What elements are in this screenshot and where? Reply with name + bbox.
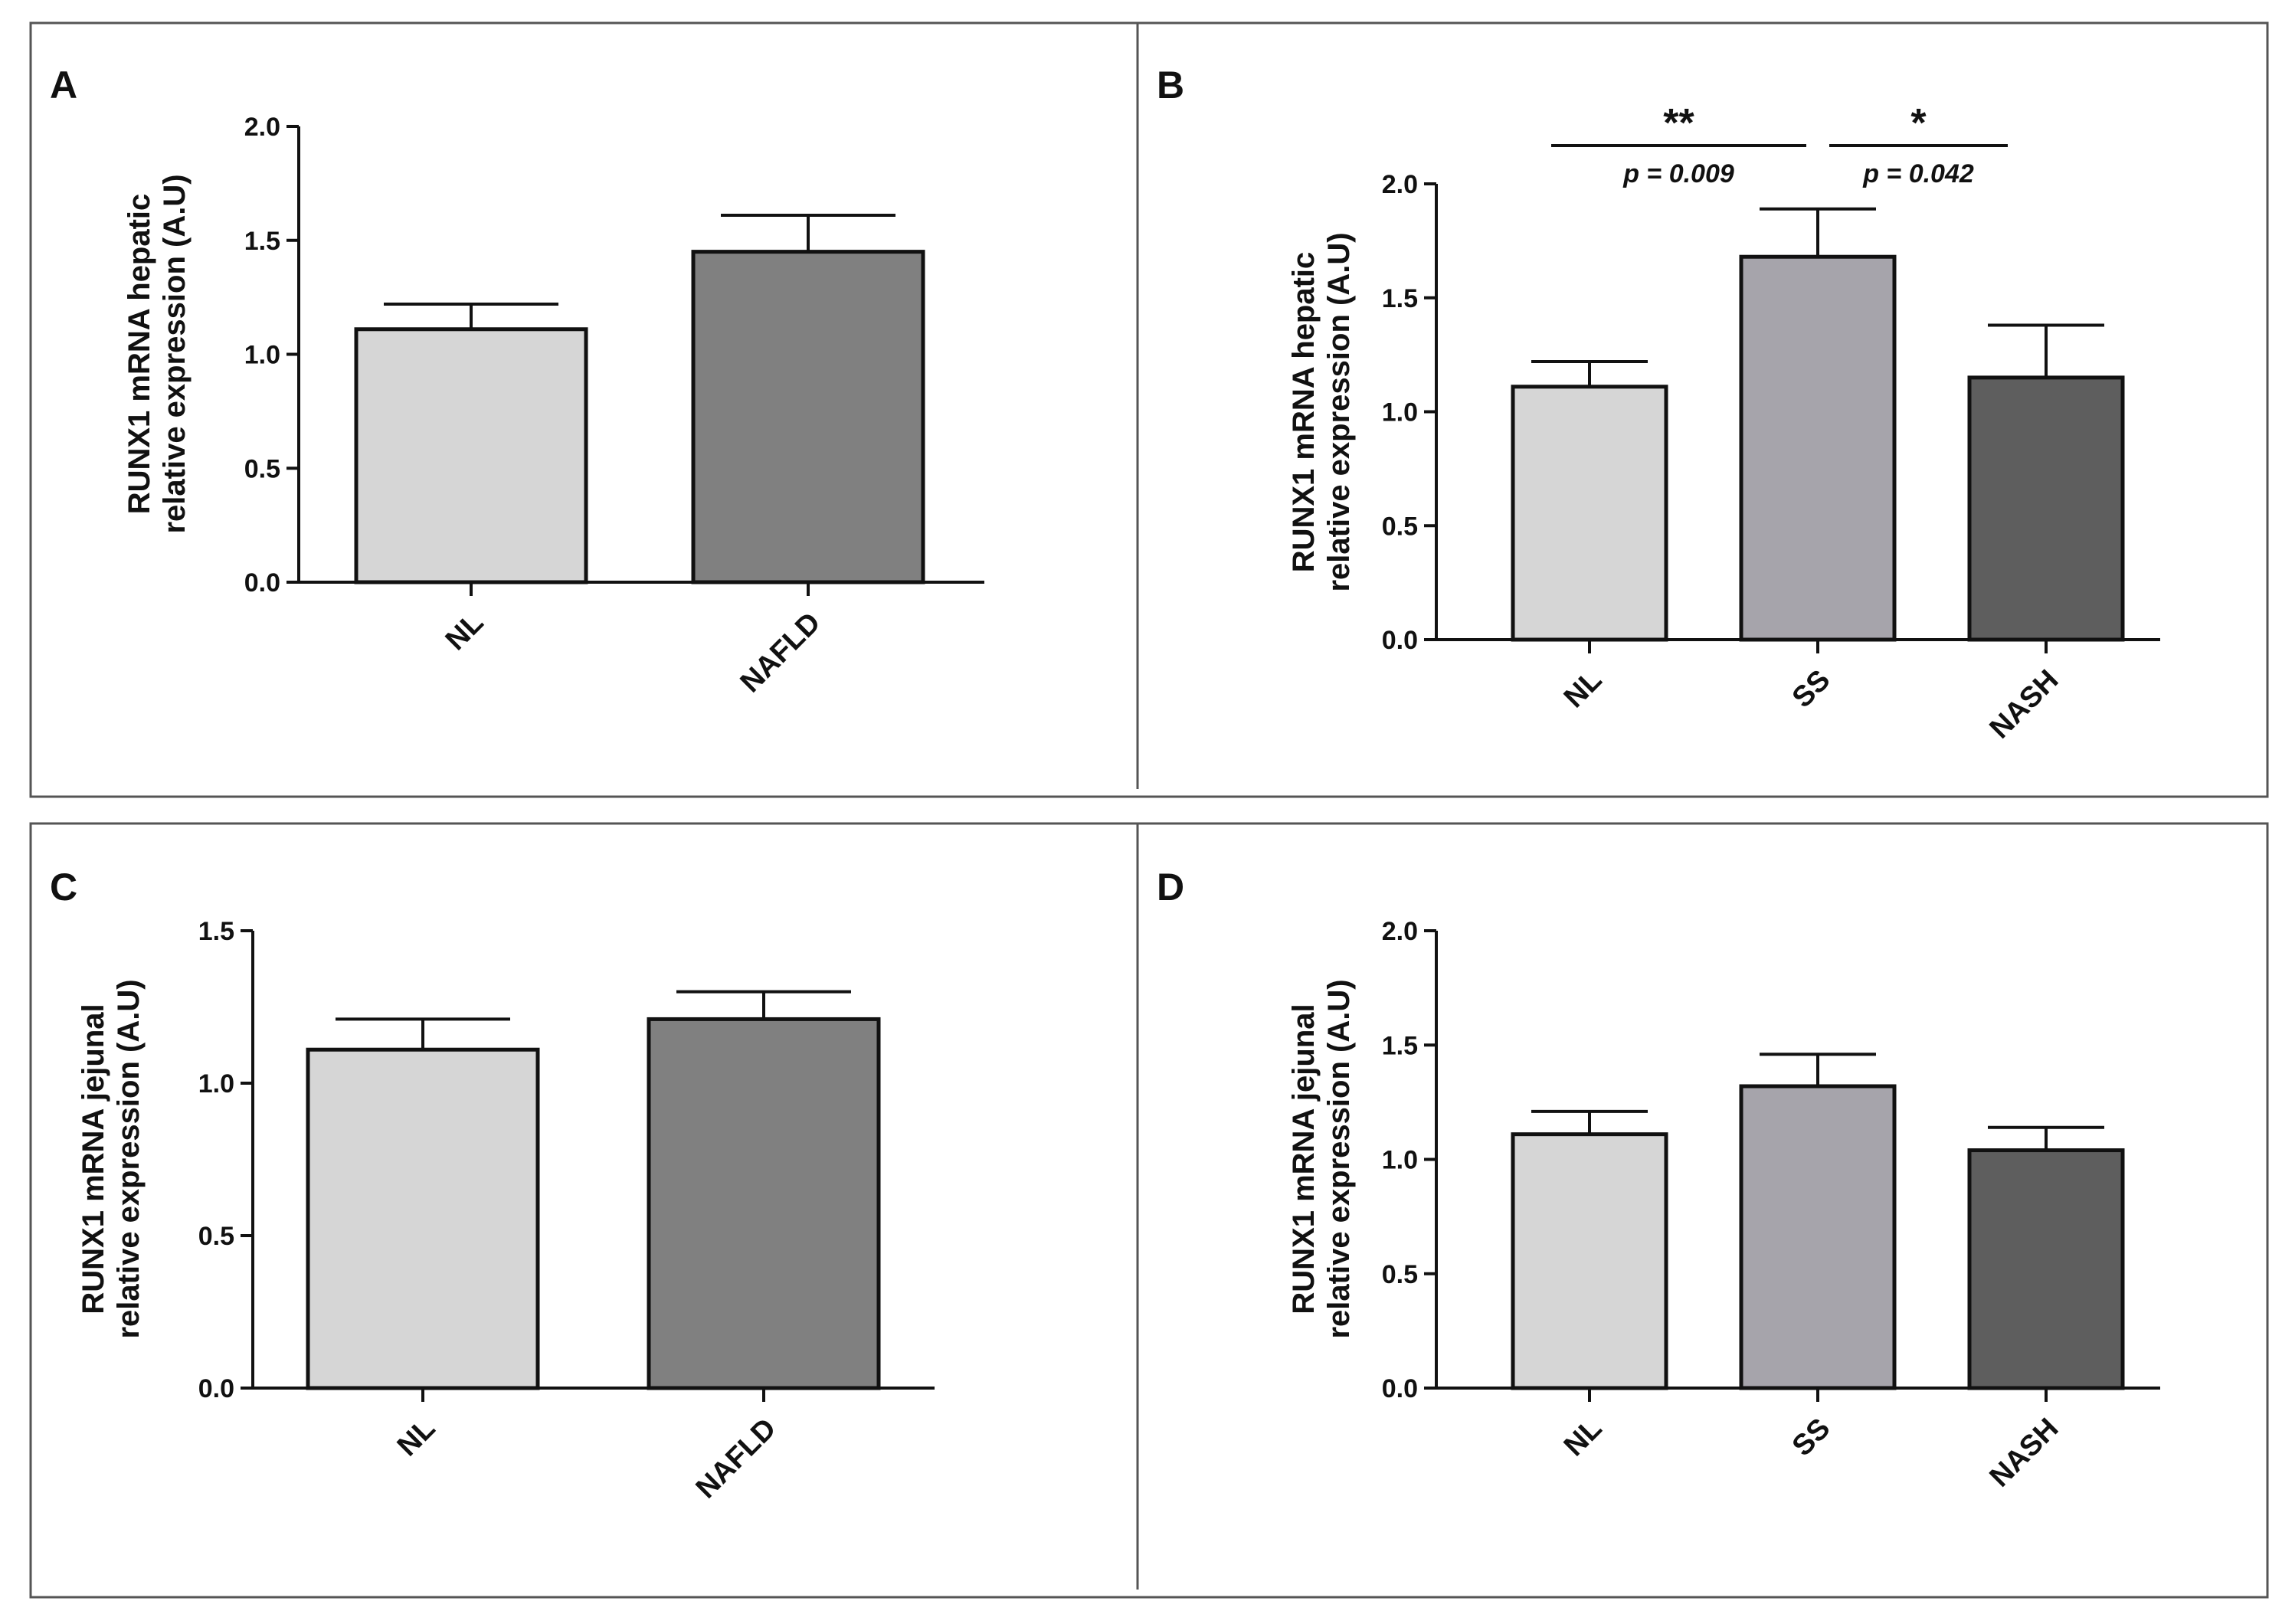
y-tick-label: 2.0 [1382, 170, 1418, 199]
y-axis-label: RUNX1 mRNA hepaticrelative expression (A… [123, 174, 192, 533]
y-tick-label: 1.5 [198, 917, 234, 946]
p-value-label: p = 0.042 [1862, 159, 1974, 188]
chart-panel-b: 0.0 0.5 1.0 1.5 2.0 RUNX1 mRNA hepaticrelativ… [1287, 101, 2160, 745]
panel-letter-b: B [1157, 64, 1184, 106]
y-tick-label: 1.0 [1382, 398, 1418, 427]
category-label: NL [391, 1413, 442, 1463]
chart-panel-a: 0.0 0.5 1.0 1.5 2.0 RUNX1 mRNA hepaticrelativ… [123, 113, 984, 699]
category-label: NASH [1984, 1413, 2065, 1494]
bar-nl [354, 327, 588, 584]
category-label: NAFLD [690, 1413, 783, 1505]
significance-stars: * [1910, 101, 1927, 146]
category-label: NAFLD [735, 607, 827, 699]
chart-panel-c: 0.0 0.5 1.0 1.5 RUNX1 mRNA jejunalrelative e… [77, 917, 935, 1504]
category-label: SS [1786, 664, 1837, 715]
panel-frame-bottom [29, 822, 2269, 1599]
y-axis-label-line: RUNX1 mRNA hepatic [1287, 252, 1321, 573]
bar-nl [1511, 1132, 1668, 1390]
bar-ss [1739, 1084, 1897, 1390]
y-tick-label: 0.5 [244, 454, 280, 483]
panel-letter-a: A [50, 64, 77, 106]
y-axis-label-line: relative expression (A.U) [1322, 979, 1356, 1338]
y-tick-label: 2.0 [1382, 917, 1418, 946]
y-axis-label: RUNX1 mRNA jejunalrelative expression (A… [77, 979, 146, 1338]
bar-nafld [691, 250, 925, 584]
y-axis-label-line: RUNX1 mRNA jejunal [1287, 1004, 1321, 1314]
panel-frame-top [29, 21, 2269, 798]
bar-nafld [647, 1017, 881, 1390]
category-label: NL [1558, 1413, 1609, 1463]
y-tick-label: 1.5 [244, 227, 280, 256]
y-tick-label: 2.0 [244, 113, 280, 142]
y-tick-label: 1.0 [198, 1069, 234, 1098]
panel-letter-d: D [1157, 866, 1184, 909]
y-tick-label: 0.0 [198, 1374, 234, 1403]
panel-letter-c: C [50, 866, 77, 909]
chart-panel-d: 0.0 0.5 1.0 1.5 2.0 RUNX1 mRNA jejunalrelativ… [1287, 917, 2160, 1494]
y-axis-label-line: relative expression (A.U) [1322, 232, 1356, 591]
y-tick-label: 0.0 [244, 568, 280, 598]
y-axis-label: RUNX1 mRNA jejunalrelative expression (A… [1287, 979, 1356, 1338]
y-tick-label: 1.0 [1382, 1146, 1418, 1175]
y-tick-label: 0.0 [1382, 626, 1418, 655]
y-tick-label: 1.5 [1382, 1031, 1418, 1060]
y-tick-label: 0.5 [198, 1222, 234, 1251]
bar-nl [306, 1047, 540, 1390]
category-label: SS [1786, 1413, 1837, 1463]
y-axis-label-line: RUNX1 mRNA hepatic [123, 194, 156, 515]
p-value-label: p = 0.009 [1622, 159, 1734, 188]
bar-nl [1511, 385, 1668, 642]
significance-stars: ** [1663, 101, 1694, 146]
y-tick-label: 0.0 [1382, 1374, 1418, 1403]
y-axis-label-line: relative expression (A.U) [112, 979, 146, 1338]
y-axis-label: RUNX1 mRNA hepaticrelative expression (A… [1287, 232, 1356, 591]
bar-nash [1967, 1148, 2125, 1390]
category-label: NL [440, 607, 490, 657]
y-tick-label: 0.5 [1382, 512, 1418, 541]
y-tick-label: 1.0 [244, 341, 280, 370]
bar-nash [1967, 375, 2125, 642]
y-axis-label-line: RUNX1 mRNA jejunal [77, 1004, 110, 1314]
y-tick-label: 0.5 [1382, 1260, 1418, 1289]
y-tick-label: 1.5 [1382, 284, 1418, 313]
category-label: NASH [1984, 664, 2065, 745]
category-label: NL [1558, 664, 1609, 715]
y-axis-label-line: relative expression (A.U) [158, 174, 192, 533]
bar-ss [1739, 254, 1897, 642]
